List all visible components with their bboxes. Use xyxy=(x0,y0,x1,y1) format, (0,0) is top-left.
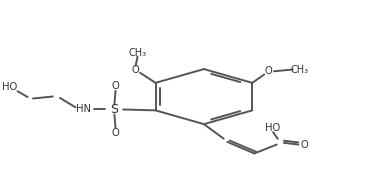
Text: O: O xyxy=(301,140,309,150)
Text: CH₃: CH₃ xyxy=(128,48,147,58)
Text: HO: HO xyxy=(2,82,17,92)
Text: CH₃: CH₃ xyxy=(290,64,308,74)
Text: O: O xyxy=(112,128,120,138)
Text: HN: HN xyxy=(76,105,91,115)
Text: O: O xyxy=(265,66,272,76)
Text: HO: HO xyxy=(265,123,280,133)
Text: S: S xyxy=(110,103,118,116)
Text: O: O xyxy=(132,64,139,74)
Text: O: O xyxy=(112,81,120,91)
